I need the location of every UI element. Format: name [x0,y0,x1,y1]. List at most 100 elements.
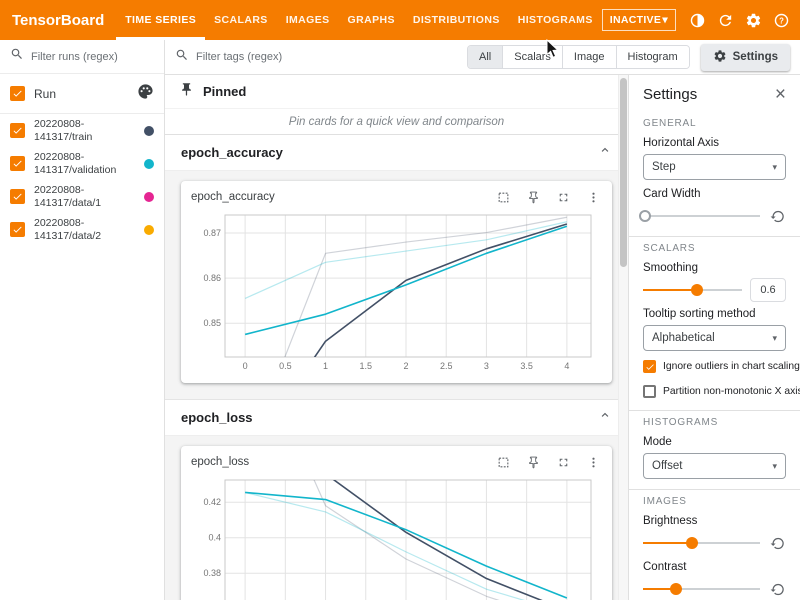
epoch-accuracy-chart[interactable]: 00.511.522.533.540.850.860.87 [191,209,597,373]
run-name: 20220808-141317/data/1 [34,184,135,209]
pin-card-icon[interactable] [524,188,542,206]
run-checkbox[interactable] [10,189,25,204]
histogram-mode-select[interactable]: Offset ▾ [643,453,786,479]
svg-text:0.4: 0.4 [208,533,221,543]
tooltip-sorting-label: Tooltip sorting method [643,308,786,320]
run-item-train[interactable]: 20220808-141317/train [0,114,164,147]
svg-text:0: 0 [243,361,248,371]
chip-all[interactable]: All [468,46,502,68]
run-color-dot[interactable] [144,225,154,235]
settings-gear-icon[interactable] [740,7,766,33]
epoch-loss-card-zone: epoch_loss 00.511.522.533.540.360.380.40… [165,436,628,600]
run-color-dot[interactable] [144,159,154,169]
scrollbar-thumb[interactable] [620,78,627,267]
epoch-loss-card: epoch_loss 00.511.522.533.540.360.380.40… [181,446,612,600]
chevron-up-icon[interactable] [598,143,612,162]
svg-text:0.5: 0.5 [279,361,292,371]
svg-text:?: ? [779,16,784,25]
run-color-dot[interactable] [144,126,154,136]
tab-scalars[interactable]: SCALARS [205,0,277,40]
theme-toggle-icon[interactable] [684,7,710,33]
card-width-slider[interactable] [643,209,760,223]
cards-scroll-area[interactable]: Pinned Pin cards for a quick view and co… [165,75,628,600]
topbar: TensorBoard TIME SERIES SCALARS IMAGES G… [0,0,800,40]
slider-thumb[interactable] [670,583,682,595]
more-options-icon[interactable] [584,453,602,471]
brightness-slider[interactable] [643,536,760,550]
svg-text:3: 3 [484,361,489,371]
chevron-down-icon: ▾ [772,461,777,472]
status-label: INACTIVE [610,14,661,26]
reset-icon[interactable] [768,580,786,598]
contrast-label: Contrast [643,561,786,573]
section-header-epoch-loss[interactable]: epoch_loss [165,400,628,436]
svg-text:1: 1 [323,361,328,371]
contrast-slider[interactable] [643,582,760,596]
tab-graphs[interactable]: GRAPHS [339,0,404,40]
svg-text:0.85: 0.85 [203,318,221,328]
tab-time-series[interactable]: TIME SERIES [116,0,205,40]
select-all-runs-checkbox[interactable] [10,86,25,101]
svg-text:2: 2 [403,361,408,371]
more-options-icon[interactable] [584,188,602,206]
epoch-accuracy-card: epoch_accuracy 00.511.522.533.540.850.86… [181,181,612,383]
run-item-validation[interactable]: 20220808-141317/validation [0,147,164,180]
tooltip-sorting-select[interactable]: Alphabetical ▾ [643,325,786,351]
close-icon[interactable]: × [775,85,786,104]
main-nav: TIME SERIES SCALARS IMAGES GRAPHS DISTRI… [116,0,602,40]
help-icon[interactable]: ? [768,7,794,33]
card-width-label: Card Width [643,188,786,200]
smoothing-slider[interactable] [643,283,742,297]
svg-text:3.5: 3.5 [520,361,533,371]
svg-text:4: 4 [564,361,569,371]
svg-text:2.5: 2.5 [440,361,453,371]
vertical-scrollbar[interactable] [618,75,628,600]
pin-card-icon[interactable] [524,453,542,471]
svg-text:0.38: 0.38 [203,568,221,578]
refresh-icon[interactable] [712,7,738,33]
slider-thumb[interactable] [639,210,651,222]
reset-icon[interactable] [768,534,786,552]
run-item-data-2[interactable]: 20220808-141317/data/2 [0,213,164,246]
fullscreen-icon[interactable] [554,188,572,206]
reset-icon[interactable] [768,207,786,225]
run-checkbox[interactable] [10,156,25,171]
smoothing-label: Smoothing [643,262,786,274]
partition-x-axis-row[interactable]: Partition non-monotonic X axis [643,382,786,400]
tab-histograms[interactable]: HISTOGRAMS [509,0,602,40]
chevron-down-icon: ▾ [772,162,777,173]
run-checkbox[interactable] [10,123,25,138]
run-checkbox[interactable] [10,222,25,237]
slider-thumb[interactable] [691,284,703,296]
smoothing-input[interactable] [750,278,786,302]
epoch-loss-chart[interactable]: 00.511.522.533.540.360.380.40.42 [191,474,597,600]
run-color-dot[interactable] [144,192,154,202]
fullscreen-icon[interactable] [554,453,572,471]
tab-distributions[interactable]: DISTRIBUTIONS [404,0,509,40]
run-name: 20220808-141317/validation [34,151,135,176]
palette-icon[interactable] [137,83,154,105]
chip-histogram[interactable]: Histogram [616,46,689,68]
chevron-up-icon[interactable] [598,408,612,427]
chip-image[interactable]: Image [562,46,616,68]
fit-domain-icon[interactable] [494,188,512,206]
tab-images[interactable]: IMAGES [277,0,339,40]
partition-x-axis-checkbox[interactable] [643,385,656,398]
ignore-outliers-row[interactable]: Ignore outliers in chart scaling [643,360,786,373]
fit-domain-icon[interactable] [494,453,512,471]
run-item-data-1[interactable]: 20220808-141317/data/1 [0,180,164,213]
chip-scalars[interactable]: Scalars [502,46,562,68]
settings-button[interactable]: Settings [701,44,790,71]
horizontal-axis-select[interactable]: Step ▾ [643,154,786,180]
ignore-outliers-checkbox[interactable] [643,360,656,373]
reload-status-dropdown[interactable]: INACTIVE ▾ [602,9,676,31]
filter-tags-input[interactable] [196,51,460,63]
chevron-down-icon: ▾ [662,14,668,26]
slider-thumb[interactable] [686,537,698,549]
horizontal-axis-label: Horizontal Axis [643,137,786,149]
card-title: epoch_loss [191,456,249,468]
filter-runs-input[interactable] [31,51,154,63]
epoch-accuracy-card-zone: epoch_accuracy 00.511.522.533.540.850.86… [165,171,628,400]
card-title: epoch_accuracy [191,191,275,203]
section-header-epoch-accuracy[interactable]: epoch_accuracy [165,135,628,171]
